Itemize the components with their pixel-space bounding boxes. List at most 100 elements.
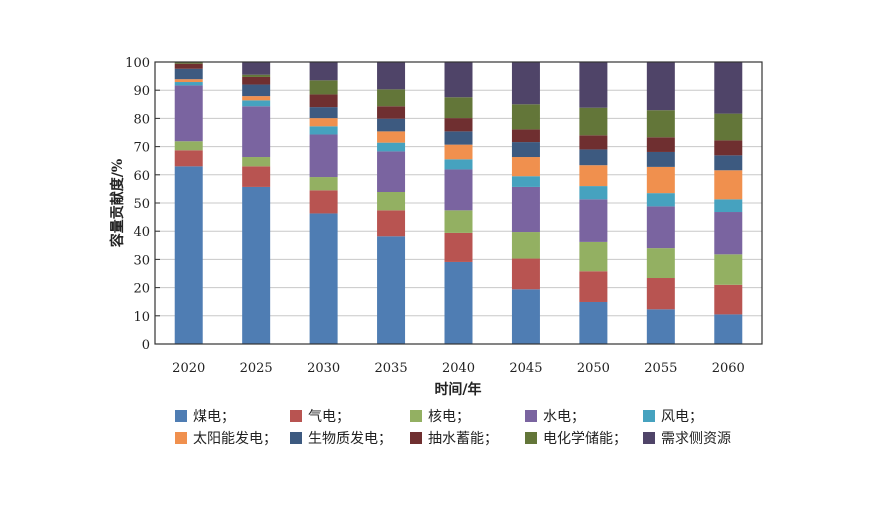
bar-segment-2025-1 xyxy=(242,166,271,187)
bar-segment-2045-7 xyxy=(511,129,540,143)
legend: 煤电； 气电； 核电； 水电； 风电； 太阳能发电； 生物质发电； 抽水蓄能； 电化学储能； 需求… xyxy=(175,409,731,447)
bar-segment-2060-9 xyxy=(714,62,743,114)
bar-segment-2020-5 xyxy=(174,79,203,83)
bar-segment-2030-4 xyxy=(309,126,338,135)
bar-segment-2045-0 xyxy=(511,289,540,344)
bar-segment-2060-3 xyxy=(714,212,743,255)
y-tick-label: 80 xyxy=(133,112,150,127)
bar-segment-2050-1 xyxy=(579,271,608,302)
bar-segment-2040-4 xyxy=(444,159,473,170)
bar-segment-2055-5 xyxy=(646,166,675,194)
bar-segment-2050-9 xyxy=(579,62,608,108)
legend-swatch xyxy=(643,410,655,422)
bar-segment-2055-3 xyxy=(646,206,675,249)
bar-segment-2025-3 xyxy=(242,106,271,158)
bar-segment-2050-5 xyxy=(579,165,608,187)
legend-label: 需求侧资源 xyxy=(661,431,731,447)
bar-segment-2035-0 xyxy=(377,236,406,344)
y-tick-label: 60 xyxy=(133,169,150,184)
bar-segment-2040-5 xyxy=(444,144,473,160)
bar-segment-2025-5 xyxy=(242,96,271,101)
bar-segment-2020-1 xyxy=(174,150,203,167)
bar-segment-2040-8 xyxy=(444,97,473,119)
y-tick-label: 30 xyxy=(133,253,150,268)
bar-segment-2040-3 xyxy=(444,169,473,211)
bar-segment-2030-9 xyxy=(309,62,338,81)
x-tick-label: 2045 xyxy=(509,361,542,376)
bar-segment-2035-7 xyxy=(377,106,406,119)
bar-segment-2045-8 xyxy=(511,104,540,130)
bar-segment-2035-4 xyxy=(377,142,406,152)
legend-swatch xyxy=(410,432,422,444)
bar-segment-2060-7 xyxy=(714,140,743,156)
bars xyxy=(174,62,743,344)
x-axis-label: 时间/年 xyxy=(434,381,481,398)
legend-label: 气电； xyxy=(308,409,350,425)
x-tick-label: 2035 xyxy=(375,361,408,376)
bar-segment-2050-2 xyxy=(579,241,608,272)
bar-segment-2040-2 xyxy=(444,210,473,233)
bar-segment-2030-5 xyxy=(309,118,338,127)
bar-segment-2020-7 xyxy=(174,63,203,69)
legend-swatch xyxy=(525,432,537,444)
bar-segment-2050-6 xyxy=(579,149,608,166)
bar-segment-2035-5 xyxy=(377,131,406,143)
bar-segment-2055-0 xyxy=(646,309,675,344)
bar-segment-2050-4 xyxy=(579,186,608,200)
legend-label: 风电； xyxy=(661,409,703,425)
legend-swatch xyxy=(525,410,537,422)
bar-segment-2045-2 xyxy=(511,232,540,259)
x-tick-label: 2060 xyxy=(712,361,745,376)
bar-segment-2030-2 xyxy=(309,177,338,191)
bar-segment-2040-1 xyxy=(444,232,473,262)
bar-segment-2035-2 xyxy=(377,192,406,211)
bar-segment-2055-7 xyxy=(646,137,675,152)
bar-segment-2025-8 xyxy=(242,74,271,77)
bar-segment-2060-2 xyxy=(714,254,743,285)
bar-segment-2020-6 xyxy=(174,68,203,80)
legend-swatch xyxy=(175,410,187,422)
bar-segment-2030-0 xyxy=(309,213,338,344)
legend-label: 太阳能发电； xyxy=(193,431,277,447)
bar-segment-2045-6 xyxy=(511,142,540,158)
y-tick-label: 70 xyxy=(133,141,150,156)
legend-label: 抽水蓄能； xyxy=(428,431,498,447)
bar-segment-2055-4 xyxy=(646,193,675,207)
x-axis-ticks: 2020 2025 2030 2035 2040 2045 2050 2055 2060 xyxy=(172,361,745,376)
legend-label: 煤电； xyxy=(193,409,235,425)
y-tick-label: 90 xyxy=(133,84,150,99)
bar-segment-2055-1 xyxy=(646,278,675,310)
bar-segment-2045-5 xyxy=(511,157,540,177)
bar-segment-2045-3 xyxy=(511,186,540,233)
bar-segment-2060-4 xyxy=(714,199,743,213)
y-tick-label: 0 xyxy=(142,338,150,353)
bar-segment-2030-8 xyxy=(309,80,338,95)
bar-segment-2040-9 xyxy=(444,62,473,98)
bar-segment-2050-8 xyxy=(579,107,608,136)
bar-segment-2050-7 xyxy=(579,135,608,150)
bar-segment-2025-7 xyxy=(242,76,271,85)
y-tick-label: 100 xyxy=(125,56,150,71)
bar-segment-2030-7 xyxy=(309,94,338,108)
legend-swatch xyxy=(290,432,302,444)
bar-segment-2020-0 xyxy=(174,166,203,344)
bar-segment-2055-6 xyxy=(646,151,675,167)
bar-segment-2025-2 xyxy=(242,157,271,167)
legend-swatch xyxy=(410,410,422,422)
legend-label: 生物质发电； xyxy=(308,431,392,447)
bar-segment-2035-6 xyxy=(377,118,406,132)
legend-label: 水电； xyxy=(543,409,585,425)
bar-segment-2025-0 xyxy=(242,186,271,344)
y-axis-label: 容量贡献度/% xyxy=(109,159,126,248)
y-tick-label: 50 xyxy=(133,197,150,212)
bar-segment-2045-4 xyxy=(511,176,540,187)
bar-segment-2020-3 xyxy=(174,85,203,142)
x-tick-label: 2020 xyxy=(172,361,205,376)
x-tick-label: 2055 xyxy=(644,361,677,376)
bar-segment-2035-1 xyxy=(377,210,406,237)
bar-segment-2040-0 xyxy=(444,261,473,344)
bar-segment-2035-8 xyxy=(377,89,406,107)
bar-segment-2020-8 xyxy=(174,62,203,64)
bar-segment-2035-9 xyxy=(377,62,406,90)
y-axis-ticks: 0 10 20 30 40 50 60 70 80 90 100 xyxy=(125,56,160,353)
